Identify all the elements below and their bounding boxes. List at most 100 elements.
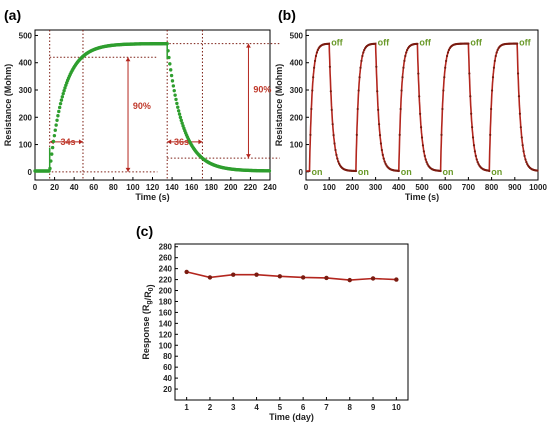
chart-b-cycle-line bbox=[398, 43, 441, 172]
chart-b-point bbox=[491, 76, 495, 79]
chart-b-point bbox=[525, 161, 528, 164]
chart-b-point bbox=[520, 136, 523, 139]
chart-a-ytick-label: 400 bbox=[19, 59, 33, 68]
chart-b-point bbox=[309, 133, 312, 136]
chart-c-ytick-label: 240 bbox=[159, 265, 173, 274]
chart-b-point bbox=[424, 158, 427, 161]
chart-a: 0 20 40 60 80 100 120 140 160 180 200 220 240 0 100 200… bbox=[3, 29, 280, 202]
chart-b-xtick-label: 500 bbox=[415, 183, 429, 192]
chart-a-ticks: 0 20 40 60 80 100 120 140 160 180 200 220 240 0 100 200… bbox=[19, 31, 278, 192]
chart-c-ytick-label: 40 bbox=[163, 374, 172, 383]
chart-a-point bbox=[172, 88, 176, 93]
chart-b-point bbox=[360, 59, 363, 62]
percent-label-left: 90% bbox=[133, 101, 151, 111]
chart-b-xtick-label: 900 bbox=[508, 183, 522, 192]
chart-b-point bbox=[356, 107, 359, 111]
chart-c-ytick-label: 200 bbox=[159, 287, 173, 296]
chart-c-ytick-label: 220 bbox=[159, 276, 173, 285]
chart-b-point bbox=[355, 133, 358, 136]
chart-a-points bbox=[33, 41, 272, 173]
fall-time-label: 36s bbox=[174, 137, 189, 147]
chart-b-point bbox=[335, 153, 338, 156]
chart-b-point bbox=[332, 134, 335, 137]
chart-a-point bbox=[60, 95, 65, 99]
chart-b-point bbox=[357, 89, 360, 92]
rise-time-label: 34s bbox=[60, 137, 75, 147]
chart-b-point bbox=[382, 157, 385, 160]
panel-label-c: (c) bbox=[136, 223, 153, 239]
chart-b-point bbox=[337, 160, 340, 163]
chart-b-point bbox=[402, 66, 405, 69]
chart-b-point bbox=[416, 42, 419, 45]
chart-b-ytick-label: 100 bbox=[290, 141, 304, 150]
chart-b-point bbox=[446, 51, 450, 54]
chart-a-ytick-label: 200 bbox=[19, 113, 33, 122]
chart-b-point bbox=[359, 66, 362, 69]
chart-b-point bbox=[406, 48, 409, 52]
chart-a-ytick-label: 100 bbox=[19, 141, 33, 150]
chart-b-xtick-label: 800 bbox=[485, 183, 499, 192]
chart-c-xtick-label: 8 bbox=[348, 403, 353, 412]
chart-c-xtick-label: 7 bbox=[324, 403, 329, 412]
chart-b-ytick-label: 0 bbox=[299, 168, 304, 177]
chart-c-point bbox=[394, 277, 399, 282]
chart-a-xtick-label: 100 bbox=[126, 183, 140, 192]
chart-b-point bbox=[374, 42, 377, 45]
chart-c-xtick-label: 5 bbox=[278, 403, 283, 412]
chart-b-point bbox=[467, 42, 470, 45]
chart-b-point bbox=[378, 134, 382, 137]
percent-arrow-left-head bbox=[125, 57, 131, 62]
chart-b-point bbox=[526, 163, 529, 166]
chart-b-point bbox=[468, 72, 471, 75]
chart-c-point bbox=[370, 276, 376, 281]
percent-arrow-right-head bbox=[246, 154, 251, 159]
chart-b-point bbox=[516, 72, 520, 75]
chart-b-xtick-label: 400 bbox=[392, 183, 406, 192]
chart-b-xtick-label: 300 bbox=[369, 183, 383, 192]
chart-c-ytick-label: 260 bbox=[159, 254, 173, 263]
chart-b-point bbox=[315, 51, 319, 54]
chart-a-point bbox=[179, 118, 183, 123]
chart-b-point bbox=[470, 112, 473, 115]
chart-b-point bbox=[418, 95, 421, 98]
chart-a-point bbox=[50, 152, 54, 156]
chart-b-point bbox=[333, 142, 336, 145]
chart-b-lines bbox=[306, 42, 539, 173]
chart-c-xlabel: Time (day) bbox=[269, 412, 314, 422]
chart-a-xtick-label: 20 bbox=[50, 183, 59, 192]
chart-b-point bbox=[330, 108, 333, 111]
chart-c-xtick-label: 9 bbox=[371, 403, 376, 412]
chart-b-on-label: on bbox=[491, 167, 502, 177]
chart-a-point bbox=[170, 79, 175, 83]
chart-a-point bbox=[57, 105, 62, 110]
chart-a-xtick-label: 40 bbox=[70, 183, 79, 192]
chart-a-xtick-label: 140 bbox=[165, 183, 179, 192]
chart-b-point bbox=[523, 154, 526, 158]
chart-a-point bbox=[59, 98, 64, 102]
chart-b-point bbox=[377, 108, 380, 111]
chart-c-point bbox=[254, 272, 259, 277]
chart-b-ticks: 0 100 200 300 400 500 600 700 800 900 1000 0 100 200 3… bbox=[290, 31, 548, 192]
chart-b-point bbox=[379, 142, 383, 145]
chart-b-point bbox=[358, 76, 361, 79]
chart-b-point bbox=[328, 65, 331, 68]
chart-a-point bbox=[175, 101, 179, 106]
chart-b-cycle-line bbox=[488, 42, 539, 172]
chart-b-point bbox=[439, 169, 442, 173]
chart-a-point bbox=[169, 73, 174, 78]
chart-b-point bbox=[338, 162, 341, 165]
chart-a-point bbox=[53, 128, 57, 132]
chart-b-point bbox=[519, 126, 522, 129]
chart-c-point bbox=[324, 275, 329, 281]
chart-c-point bbox=[231, 272, 236, 277]
chart-c-ytick-label: 140 bbox=[159, 319, 173, 328]
chart-b-point bbox=[445, 59, 448, 62]
chart-a-point bbox=[52, 133, 57, 138]
panel-label-a: (a) bbox=[4, 7, 21, 23]
chart-b-ytick-label: 400 bbox=[290, 59, 304, 68]
chart-b-point bbox=[401, 76, 404, 79]
chart-b-off-label: off bbox=[378, 38, 390, 48]
chart-b-point bbox=[376, 90, 379, 93]
chart-c-ytick-label: 100 bbox=[159, 341, 173, 350]
chart-b-xtick-label: 600 bbox=[439, 183, 453, 192]
